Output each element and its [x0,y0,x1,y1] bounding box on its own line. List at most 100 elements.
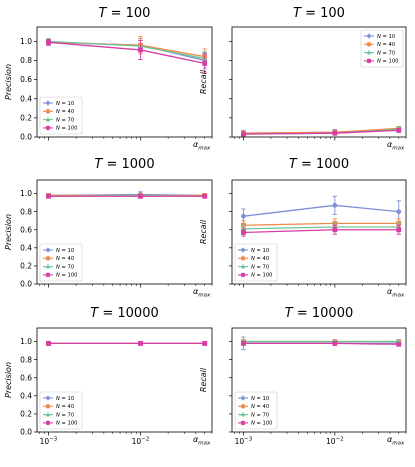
legend-marker [241,256,245,261]
series-line [243,226,399,230]
x-axis-label: αmax [193,435,211,447]
legend-marker [46,125,50,130]
legend-equals: = [60,264,68,270]
x-tick-exponent: −3 [49,437,58,443]
x-axis-label: αmax [387,287,405,299]
legend-marker [366,50,372,55]
chart-panel-3: T = 1000 0.0 0.2 0.4 0.6 0.8 1.0 αmax Precision N… [4,157,213,299]
legend-variable: N [251,248,255,254]
legend-label: N = 70 [56,264,74,270]
legend-equals: = [60,126,68,132]
x-label-base: α [387,140,393,149]
series-line [243,222,399,226]
y-axis-label: Recall [199,219,208,244]
title-variable: T [99,6,108,21]
legend-value: 10 [68,101,75,107]
data-point [138,47,143,53]
legend-value: 100 [68,421,78,427]
legend-equals: = [60,412,68,418]
legend-value: 70 [68,264,75,270]
legend-value: 10 [68,396,75,402]
y-tick-label: 0.8 [20,355,32,364]
legend-box [234,391,278,430]
y-tick-label: 0.6 [20,373,32,382]
legend-box [360,29,404,68]
legend-equals: = [255,264,263,270]
legend-marker [367,59,371,63]
legend-variable: N [251,396,255,402]
legend-value: 40 [263,256,270,262]
x-tick-base: 10 [235,437,245,446]
legend-marker [45,264,51,269]
data-point [241,131,246,137]
legend: N = 10N = 40N = 70N = 100 [234,391,278,430]
legend-marker [46,273,50,277]
legend-value: 40 [68,109,75,115]
data-point [396,127,402,133]
legend-equals: = [255,412,263,418]
data-point [138,340,143,346]
legend-label: N = 100 [251,421,272,427]
title-variable: T [94,157,103,172]
x-axis-label: αmax [193,287,211,299]
legend-equals: = [381,59,389,65]
legend-marker [46,421,50,425]
legend-value: 10 [263,248,270,254]
x-tick-base: 10 [132,437,142,446]
axes-frame [231,26,407,138]
x-tick-label: 10−2 [326,437,344,447]
data-point [241,340,246,346]
legend-marker [45,117,51,122]
legend-label: N = 100 [377,59,398,65]
y-tick-label: 0.6 [20,225,32,234]
x-axis-label: αmax [193,140,211,152]
title-variable: T [289,157,298,172]
legend-label: N = 10 [251,248,269,254]
legend-variable: N [251,273,255,279]
y-tick-label: 1.0 [20,337,32,346]
data-point [46,193,51,199]
x-tick-label: 10−3 [235,437,253,447]
legend-value: 70 [263,412,270,418]
y-tick-label: 1.0 [20,189,32,198]
legend-variable: N [56,273,60,279]
y-tick-label: 0.8 [20,207,32,216]
title-value: 1000 [316,157,349,172]
x-tick-label: 10−3 [40,437,58,447]
panel-title: T = 1000 [94,157,154,172]
legend-value: 100 [389,59,399,65]
x-label-base: α [387,287,393,296]
series-100 [46,340,208,346]
x-label-subscript: max [198,146,211,152]
panel-title: T = 1000 [289,157,349,172]
legend-value: 40 [68,404,75,410]
legend-variable: N [377,34,381,40]
x-label-subscript: max [198,441,211,447]
title-variable: T [90,306,99,321]
axes-frame [36,26,213,138]
legend-marker [241,248,245,252]
series-40 [46,36,208,65]
legend-value: 70 [389,50,396,56]
legend-label: N = 70 [56,412,74,418]
legend-value: 40 [263,404,270,410]
data-point [396,227,402,233]
legend-label: N = 10 [56,248,74,254]
legend-equals: = [60,117,68,123]
data-point [332,340,338,346]
data-point [332,227,338,233]
title-value: 100 [320,6,345,21]
legend-label: N = 40 [56,404,74,410]
panel-title: T = 100 [293,6,345,21]
legend-value: 70 [68,117,75,123]
title-value: 100 [126,6,151,21]
legend-marker [240,264,246,269]
y-axis-label: Recall [199,367,208,392]
series-10 [241,195,402,224]
series-line [243,229,399,234]
axes-frame [231,179,407,285]
data-point [332,130,338,136]
legend-equals: = [255,404,263,410]
